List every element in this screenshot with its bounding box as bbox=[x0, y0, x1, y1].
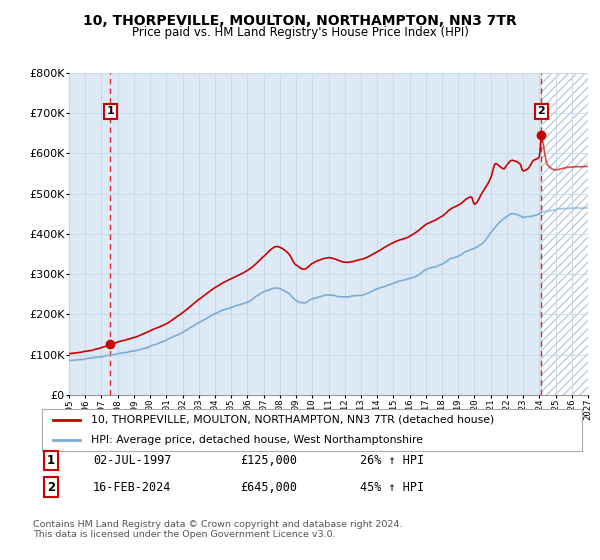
Text: 1: 1 bbox=[106, 106, 114, 116]
Bar bbox=[541, 73, 588, 395]
Text: £645,000: £645,000 bbox=[240, 480, 297, 494]
Text: £125,000: £125,000 bbox=[240, 454, 297, 467]
Text: 10, THORPEVILLE, MOULTON, NORTHAMPTON, NN3 7TR (detached house): 10, THORPEVILLE, MOULTON, NORTHAMPTON, N… bbox=[91, 415, 494, 424]
Text: 16-FEB-2024: 16-FEB-2024 bbox=[93, 480, 172, 494]
Text: 2: 2 bbox=[538, 106, 545, 116]
Text: Contains HM Land Registry data © Crown copyright and database right 2024.
This d: Contains HM Land Registry data © Crown c… bbox=[33, 520, 403, 539]
Text: 2: 2 bbox=[47, 480, 55, 494]
Bar bbox=[541, 73, 588, 395]
Text: 10, THORPEVILLE, MOULTON, NORTHAMPTON, NN3 7TR: 10, THORPEVILLE, MOULTON, NORTHAMPTON, N… bbox=[83, 14, 517, 28]
Text: 1: 1 bbox=[47, 454, 55, 467]
Text: HPI: Average price, detached house, West Northamptonshire: HPI: Average price, detached house, West… bbox=[91, 435, 422, 445]
Text: Price paid vs. HM Land Registry's House Price Index (HPI): Price paid vs. HM Land Registry's House … bbox=[131, 26, 469, 39]
Text: 26% ↑ HPI: 26% ↑ HPI bbox=[360, 454, 424, 467]
Text: 02-JUL-1997: 02-JUL-1997 bbox=[93, 454, 172, 467]
Text: 45% ↑ HPI: 45% ↑ HPI bbox=[360, 480, 424, 494]
